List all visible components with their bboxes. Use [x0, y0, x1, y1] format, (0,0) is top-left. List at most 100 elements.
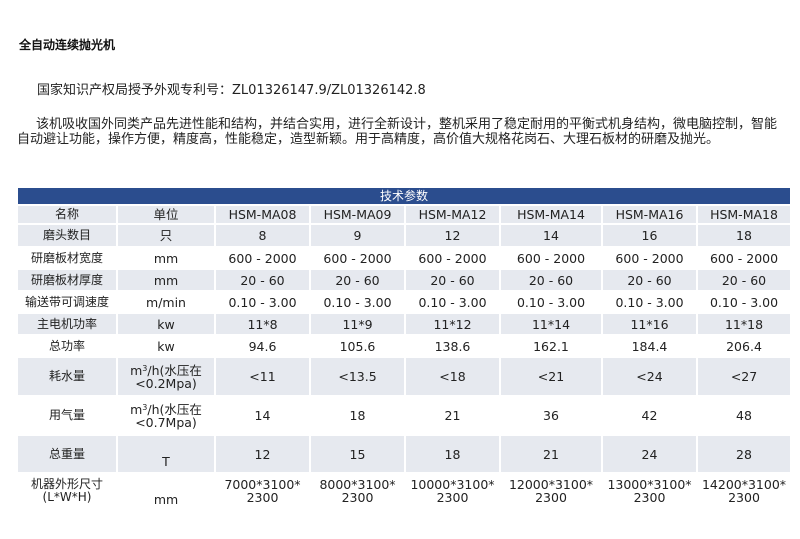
table-cell: 14 [501, 225, 601, 246]
table-cell: 21 [406, 397, 499, 434]
spec-table: 技术参数 名称 单位 HSM-MA08 HSM-MA09 HSM-MA12 HS… [16, 186, 792, 510]
row-unit: m/min [118, 292, 214, 312]
table-cell: 12 [406, 225, 499, 246]
patent-number: 国家知识产权局授予外观专利号：ZL01326147.9/ZL01326142.8 [37, 83, 426, 98]
row-name: 总功率 [18, 336, 116, 356]
table-cell: 11*18 [698, 314, 791, 334]
row-unit: mm [118, 248, 214, 268]
dims-line-2: 2300 [341, 490, 374, 505]
header-cell: HSM-MA09 [311, 206, 404, 223]
row-name-line-2: (L*W*H) [42, 490, 92, 504]
row-unit: kw [118, 336, 214, 356]
dims-line-1: 8000*3100* [319, 477, 396, 492]
table-cell: 0.10 - 3.00 [406, 292, 499, 312]
table-caption: 技术参数 [18, 188, 791, 204]
row-name: 用气量 [18, 397, 116, 434]
table-row: 机器外形尺寸 (L*W*H) mm 7000*3100* 2300 8000*3100* 2… [18, 474, 791, 508]
row-name-line-1: 机器外形尺寸 [30, 477, 103, 491]
table-cell: 36 [501, 397, 601, 434]
header-cell: HSM-MA12 [406, 206, 499, 223]
row-unit: mm [118, 474, 214, 508]
dims-line-1: 12000*3100* [508, 477, 594, 492]
table-cell: 600 - 2000 [698, 248, 791, 268]
dims-line-2: 2300 [246, 490, 279, 505]
row-unit: mm [118, 270, 214, 290]
row-unit: m3/h(水压在 <0.7Mpa) [118, 397, 214, 434]
unit-line: m3/h(水压在 [118, 364, 214, 377]
table-cell: 600 - 2000 [216, 248, 309, 268]
unit-line-2: <0.7Mpa) [135, 414, 197, 430]
table-cell: 11*16 [603, 314, 696, 334]
table-cell: 8 [216, 225, 309, 246]
row-name: 主电机功率 [18, 314, 116, 334]
table-cell: 206.4 [698, 336, 791, 356]
table-cell: 9 [311, 225, 404, 246]
row-name: 总重量 [18, 436, 116, 472]
unit-superscript: 3 [142, 402, 148, 412]
dims-line-1: 7000*3100* [224, 477, 301, 492]
table-cell: 600 - 2000 [501, 248, 601, 268]
table-cell: 18 [406, 436, 499, 472]
table-cell: <11 [216, 358, 309, 395]
table-cell: 20 - 60 [501, 270, 601, 290]
product-description: 该机吸收国外同类产品先进性能和结构，并结合实用，进行全新设计，整机采用了稳定耐用… [17, 117, 778, 147]
table-cell: 11*9 [311, 314, 404, 334]
table-cell: 14200*3100* 2300 [698, 474, 791, 508]
table-row: 主电机功率 kw 11*8 11*9 11*12 11*14 11*16 11*18 [18, 314, 791, 334]
table-cell: <24 [603, 358, 696, 395]
row-name: 耗水量 [18, 358, 116, 395]
table-cell: 0.10 - 3.00 [603, 292, 696, 312]
row-unit: m3/h(水压在 <0.2Mpa) [118, 358, 214, 395]
row-name: 机器外形尺寸 (L*W*H) [18, 474, 116, 508]
table-row: 研磨板材厚度 mm 20 - 60 20 - 60 20 - 60 20 - 60 20 -… [18, 270, 791, 290]
table-cell: 28 [698, 436, 791, 472]
table-cell: 15 [311, 436, 404, 472]
table-cell: 0.10 - 3.00 [698, 292, 791, 312]
table-row: 用气量 m3/h(水压在 <0.7Mpa) 14 18 21 36 42 48 [18, 397, 791, 434]
table-cell: 20 - 60 [406, 270, 499, 290]
table-cell: 600 - 2000 [406, 248, 499, 268]
table-cell: 18 [311, 397, 404, 434]
table-cell: 21 [501, 436, 601, 472]
table-row: 研磨板材宽度 mm 600 - 2000 600 - 2000 600 - 2000 60… [18, 248, 791, 268]
dims-line-2: 2300 [728, 490, 760, 505]
table-cell: 162.1 [501, 336, 601, 356]
row-unit: kw [118, 314, 214, 334]
row-name: 研磨板材宽度 [18, 248, 116, 268]
table-cell: 0.10 - 3.00 [501, 292, 601, 312]
header-cell: HSM-MA18 [698, 206, 791, 223]
unit-superscript: 3 [142, 363, 148, 373]
table-cell: 12 [216, 436, 309, 472]
table-cell: <18 [406, 358, 499, 395]
header-cell: 单位 [118, 206, 214, 223]
header-cell: 名称 [18, 206, 116, 223]
table-cell: 7000*3100* 2300 [216, 474, 309, 508]
table-cell: 13000*3100* 2300 [603, 474, 696, 508]
table-cell: 600 - 2000 [311, 248, 404, 268]
table-cell: <27 [698, 358, 791, 395]
row-name: 研磨板材厚度 [18, 270, 116, 290]
row-name: 磨头数目 [18, 225, 116, 246]
dims-line-2: 2300 [436, 490, 469, 505]
table-cell: 42 [603, 397, 696, 434]
table-cell: 20 - 60 [603, 270, 696, 290]
table-row: 磨头数目只 8 9 12 14 16 18 [18, 225, 791, 246]
unit-rest: /h(水压在 [147, 362, 202, 378]
table-cell: 24 [603, 436, 696, 472]
table-cell: 10000*3100* 2300 [406, 474, 499, 508]
table-cell: 11*12 [406, 314, 499, 334]
table-cell: 12000*3100* 2300 [501, 474, 601, 508]
unit-base: m [130, 362, 143, 378]
table-cell: 0.10 - 3.00 [311, 292, 404, 312]
row-name: 输送带可调速度 [18, 292, 116, 312]
table-cell: 0.10 - 3.00 [216, 292, 309, 312]
table-row: 总重量 T 12 15 18 21 24 28 [18, 436, 791, 472]
unit-base: m [130, 401, 143, 417]
table-row: 输送带可调速度 m/min 0.10 - 3.00 0.10 - 3.00 0.10 -… [18, 292, 791, 312]
table-cell: 20 - 60 [698, 270, 791, 290]
dims-line-1: 10000*3100* [410, 477, 495, 492]
header-cell: HSM-MA16 [603, 206, 696, 223]
unit-line-2: <0.2Mpa) [135, 375, 197, 391]
table-cell: 105.6 [311, 336, 404, 356]
table-cell: 18 [698, 225, 791, 246]
